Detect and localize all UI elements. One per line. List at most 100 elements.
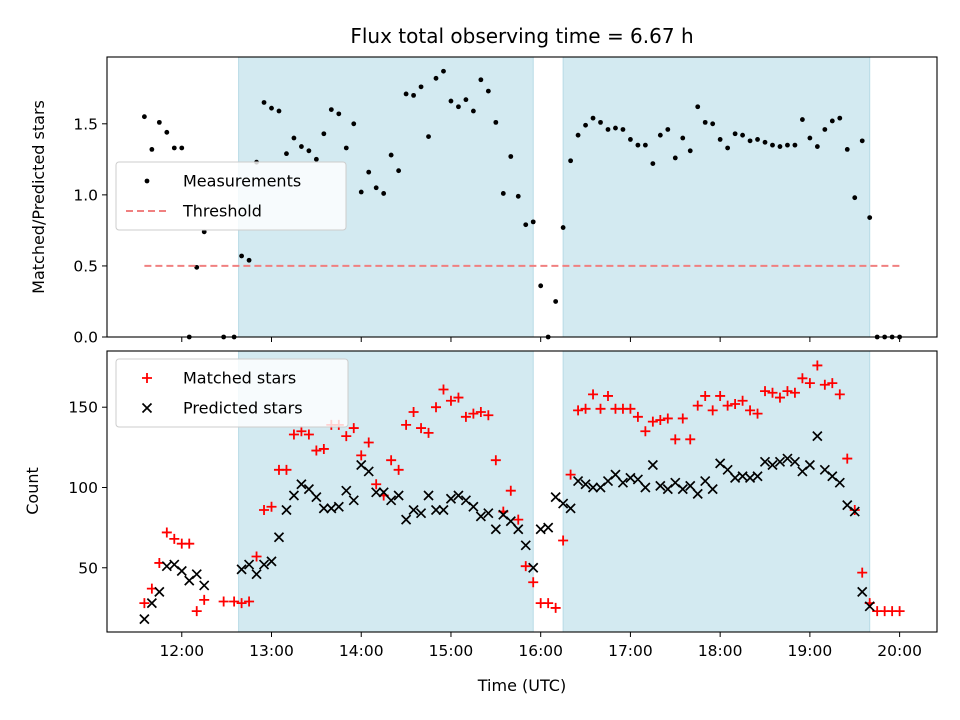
predicted-star-point [191,569,202,580]
predicted-star-point [759,456,771,467]
predicted-star-point [587,482,599,493]
measurement-point [313,156,319,162]
measurement-point [426,134,431,139]
measurement-point [665,127,671,132]
predicted-star-point [438,504,449,516]
predicted-star-point [789,456,801,467]
predicted-star-point [236,564,247,575]
matched-star-point [812,360,823,371]
matched-star-point [595,403,606,414]
matched-star-point [348,423,359,434]
predicted-star-point [490,524,501,535]
measurement-point [500,191,506,196]
measurement-point [613,125,618,131]
measurement-point [485,88,491,94]
matched-star-point [251,551,262,562]
matched-star-point [341,431,352,442]
matched-star-point [715,390,726,401]
matched-star-point [804,378,815,389]
predicted-star-point [565,503,576,514]
predicted-star-point [864,601,875,612]
predicted-star-point [333,501,344,512]
matched-star-point [655,415,666,426]
predicted-star-point [558,498,569,509]
legend-marker [142,373,152,383]
matched-star-point [386,455,397,466]
measurement-point [366,169,372,175]
predicted-star-point [423,490,434,501]
matched-star-point [296,426,307,437]
matched-star-point [707,405,718,416]
matched-star-point [692,400,703,411]
matched-star-point [468,408,479,419]
predicted-star-point [543,522,554,533]
measurement-point [470,108,476,114]
matched-star-point [184,538,195,549]
matched-star-point [625,403,636,414]
matched-star-point [169,533,180,544]
predicted-star-point [849,506,860,517]
matched-star-point [266,501,277,512]
measurement-point [194,264,200,270]
measurement-point [515,193,521,199]
legend-frame [115,161,347,231]
matched-star-point [490,455,501,466]
matched-star-point [640,426,651,437]
measurement-point [284,151,289,157]
predicted-star-point [834,477,845,488]
predicted-star-point [513,524,524,535]
observing-window-2 [562,350,871,633]
predicted-star-point [580,479,591,490]
matched-star-point [318,443,329,454]
measurement-point [590,115,596,121]
measurement-point [785,142,790,148]
matched-star-point [408,407,419,418]
predicted-star-point [326,503,337,514]
measurement-point [740,132,745,138]
measurement-point [814,144,820,149]
measurement-point [171,145,177,151]
legend-label: Measurements [183,172,301,191]
measurement-point [276,108,282,114]
matched-star-point [229,596,240,607]
measurement-point [717,137,723,142]
measurement-point [523,222,529,228]
x-tick-label: 16:00 [518,642,563,660]
matched-star-point [416,423,427,434]
matched-star-point [588,389,599,400]
x-tick-label: 12:00 [159,642,204,660]
predicted-star-point [774,456,786,467]
measurement-point [164,129,170,135]
measurement-point [695,104,701,110]
measurement-point [829,118,835,124]
predicted-star-point [273,532,285,543]
predicted-star-point [296,479,307,490]
measurement-point [508,154,514,159]
predicted-star-point [722,464,733,475]
measurement-point [732,131,738,137]
matched-star-point [745,405,756,416]
legend-marker [144,178,150,184]
matched-star-point [685,434,696,445]
matched-star-point [460,411,471,422]
predicted-star-point [199,580,210,591]
measurement-point [598,119,603,125]
predicted-star-point [161,561,172,572]
measurement-point [478,77,484,83]
predicted-star-point [475,511,486,522]
matched-star-point [528,577,539,588]
matched-star-point [543,598,554,609]
measurement-point [807,135,813,141]
matched-star-point [475,407,486,418]
predicted-star-point [730,472,741,483]
legend: Measurements Threshold [115,161,347,231]
measurement-point [530,219,536,225]
predicted-star-point [363,466,374,477]
measurement-point [800,117,805,122]
y-tick-label: 1.5 [73,115,98,133]
measurement-point [852,195,858,201]
measurement-point [149,146,155,152]
legend-label: Matched stars [183,369,296,388]
measurement-point [448,98,454,104]
